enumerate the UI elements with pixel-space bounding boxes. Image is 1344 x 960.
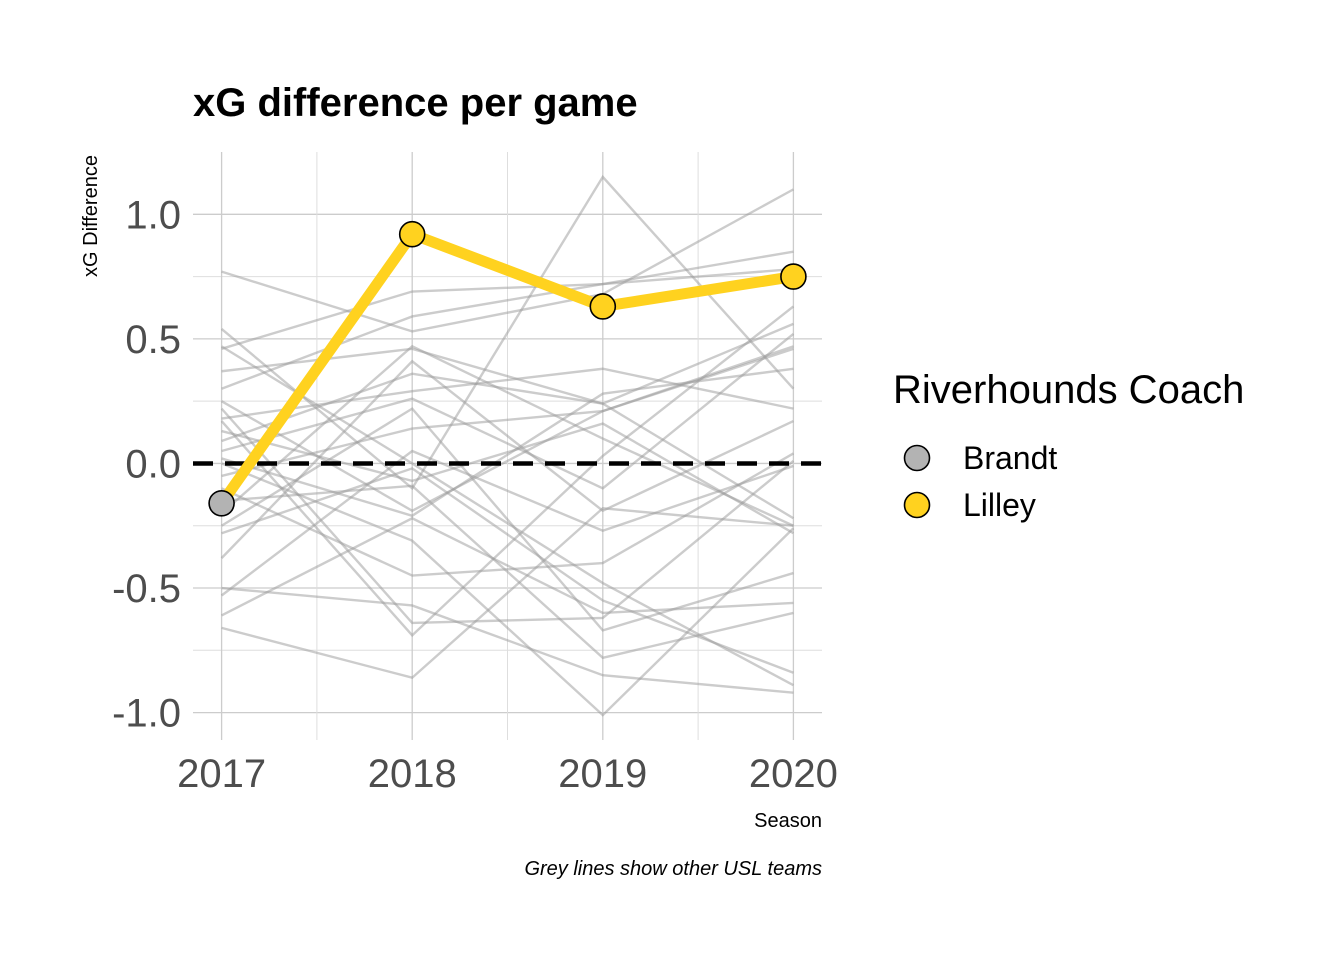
other-team-line [221,507,794,680]
chart-title: xG difference per game [193,81,638,125]
riverhounds-point [780,263,807,290]
other-team-line [221,322,794,443]
other-team-line [220,344,794,527]
other-team-line [221,250,794,350]
legend-key-brandt [903,444,931,472]
other-teams-lines [220,174,795,717]
legend-label-brandt: Brandt [963,440,1057,476]
other-team-line [221,332,795,490]
x-tick-label: 2017 [177,752,266,796]
other-team-line [220,345,794,687]
x-tick-label: 2019 [558,752,647,796]
riverhounds-line [216,228,799,509]
other-team-line [221,462,795,717]
y-axis-ticks: 1.0 0.5 0.0 -0.5 -1.0 [112,193,181,735]
x-axis-label: Season [754,810,822,832]
legend-label-lilley: Lilley [963,487,1036,523]
chart-caption: Grey lines show other USL teams [524,858,822,880]
other-team-line [221,422,795,535]
other-team-line [220,359,794,559]
legend-title: Riverhounds Coach [893,368,1244,412]
plot-panel [193,152,822,740]
grid-lines [193,152,822,740]
y-tick-label: 0.5 [125,318,181,362]
other-team-line [220,407,795,625]
legend: Riverhounds Coach Brandt Lilley [893,368,1244,523]
x-tick-label: 2020 [749,752,838,796]
other-team-line [220,305,795,638]
legend-entries: Brandt Lilley [903,440,1057,523]
y-tick-label: -1.0 [112,692,181,736]
riverhounds-point [589,293,617,320]
other-team-line [220,449,794,597]
x-axis-ticks: 2017 2018 2019 2020 [177,752,838,796]
other-team-line [221,267,794,390]
y-axis-label: xG Difference [80,155,102,277]
riverhounds-point [208,490,235,517]
other-team-line [221,452,795,577]
riverhounds-point [398,220,426,248]
other-team-line [221,586,794,694]
other-team-line [221,188,794,333]
y-tick-label: 0.0 [125,442,181,486]
other-team-line [221,345,794,478]
y-tick-label: -0.5 [112,567,181,611]
y-tick-label: 1.0 [125,193,181,237]
x-tick-label: 2018 [368,752,457,796]
other-team-line [221,516,794,617]
riverhounds-series [208,220,807,517]
legend-key-lilley [903,491,931,519]
other-team-line [220,407,794,632]
